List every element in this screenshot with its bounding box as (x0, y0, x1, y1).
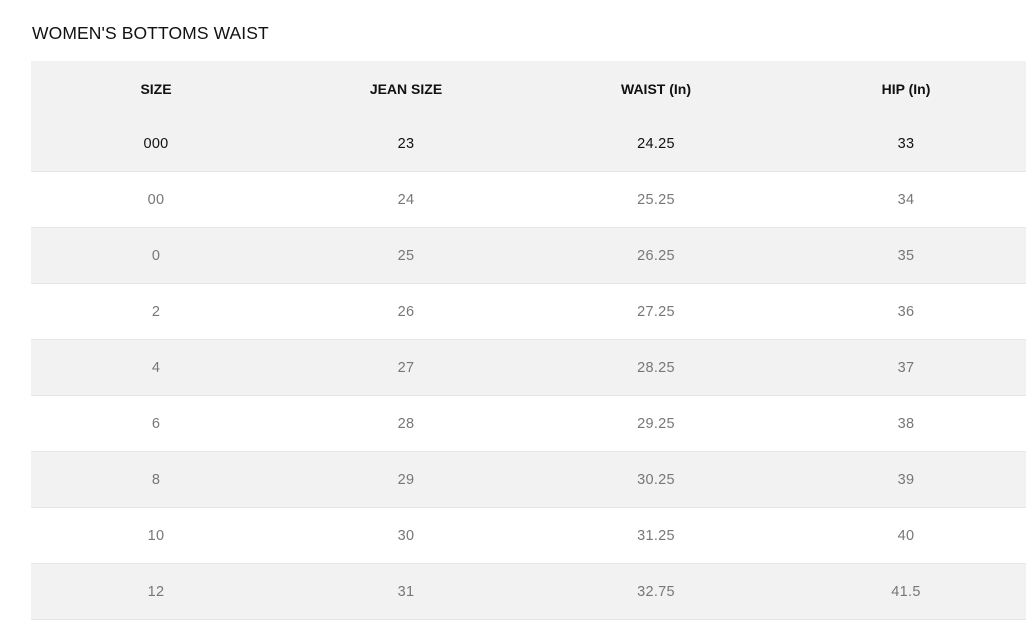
table-row: 8 29 30.25 39 (31, 451, 1026, 508)
cell-waist: 27.25 (637, 303, 675, 320)
header-hip: HIP (In) (881, 80, 931, 97)
cell-hip: 34 (897, 191, 915, 208)
header-jean-size: JEAN SIZE (369, 80, 443, 97)
size-chart-table: SIZE JEAN SIZE WAIST (In) HIP (In) 000 23… (31, 61, 1026, 620)
table-row: 10 30 31.25 40 (31, 507, 1026, 564)
cell-hip: 35 (897, 247, 915, 264)
cell-jean-size: 24 (397, 191, 415, 208)
cell-size: 00 (147, 191, 165, 208)
cell-size: 4 (151, 359, 161, 376)
cell-hip: 39 (897, 471, 915, 488)
cell-waist: 26.25 (637, 247, 675, 264)
table-row: 2 26 27.25 36 (31, 283, 1026, 340)
page-title: WOMEN'S BOTTOMS WAIST (32, 23, 269, 43)
cell-size: 8 (151, 471, 161, 488)
cell-jean-size: 26 (397, 303, 415, 320)
cell-jean-size: 29 (397, 471, 415, 488)
cell-hip: 40 (897, 527, 915, 544)
cell-waist: 28.25 (637, 359, 675, 376)
cell-size: 000 (143, 135, 169, 152)
header-size: SIZE (140, 80, 172, 97)
cell-jean-size: 27 (397, 359, 415, 376)
cell-size: 12 (147, 583, 165, 600)
header-waist: WAIST (In) (621, 80, 691, 97)
cell-jean-size: 23 (397, 135, 415, 152)
table-row: 4 27 28.25 37 (31, 339, 1026, 396)
cell-waist: 29.25 (637, 415, 675, 432)
table-row: 6 28 29.25 38 (31, 395, 1026, 452)
table-header-row: SIZE JEAN SIZE WAIST (In) HIP (In) (31, 61, 1026, 116)
cell-size: 2 (151, 303, 161, 320)
cell-size: 10 (147, 527, 165, 544)
table-row: 00 24 25.25 34 (31, 171, 1026, 228)
cell-jean-size: 31 (397, 583, 415, 600)
table-row: 000 23 24.25 33 (31, 116, 1026, 172)
cell-waist: 25.25 (637, 191, 675, 208)
cell-jean-size: 28 (397, 415, 415, 432)
cell-waist: 31.25 (637, 527, 675, 544)
cell-hip: 33 (897, 135, 915, 152)
cell-waist: 24.25 (637, 135, 675, 152)
cell-waist: 30.25 (637, 471, 675, 488)
table-row: 12 31 32.75 41.5 (31, 563, 1026, 620)
cell-jean-size: 25 (397, 247, 415, 264)
cell-hip: 41.5 (891, 583, 921, 600)
cell-size: 6 (151, 415, 161, 432)
cell-hip: 38 (897, 415, 915, 432)
cell-jean-size: 30 (397, 527, 415, 544)
cell-hip: 36 (897, 303, 915, 320)
cell-waist: 32.75 (637, 583, 675, 600)
size-chart-table-container: SIZE JEAN SIZE WAIST (In) HIP (In) 000 23… (31, 61, 1026, 620)
table-body: 000 23 24.25 33 00 24 25.25 34 0 25 26.25 35 2 26 27.2… (31, 116, 1026, 620)
cell-size: 0 (151, 247, 161, 264)
cell-hip: 37 (897, 359, 915, 376)
table-row: 0 25 26.25 35 (31, 227, 1026, 284)
